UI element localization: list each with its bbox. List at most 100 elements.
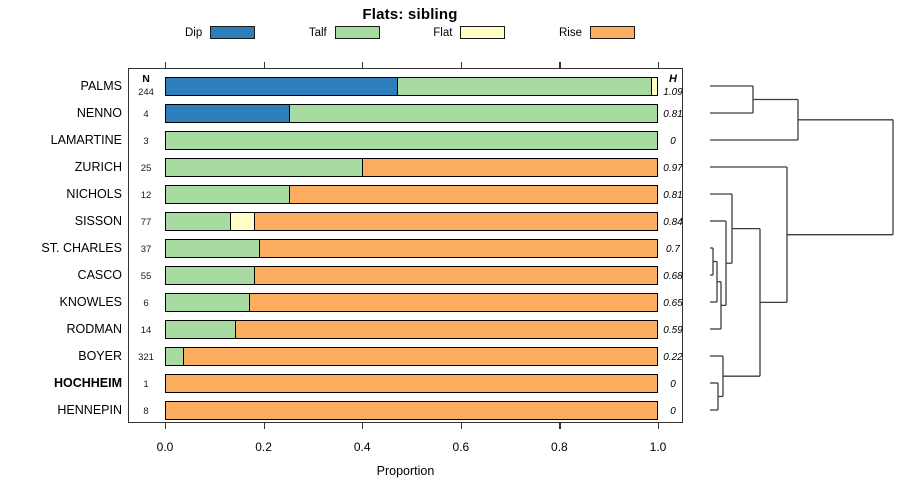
row-label: BOYER (78, 349, 122, 363)
row-n-value: 14 (140, 325, 152, 336)
bar-segment-talf (166, 158, 363, 176)
row-label: HOCHHEIM (53, 376, 122, 390)
row-n-value: 77 (140, 217, 152, 228)
chart-title: Flats: sibling (362, 6, 458, 23)
row-h-value: 0.81 (663, 190, 683, 201)
x-axis-tick-label: 0.0 (156, 440, 174, 454)
row-label: LAMARTINE (50, 133, 122, 147)
bar-segment-talf (166, 347, 184, 365)
bar-segment-talf (166, 320, 235, 338)
legend-entry: Flat (433, 26, 506, 39)
bar-segment-talf (166, 293, 250, 311)
legend-entry: Talf (309, 26, 380, 39)
x-axis-tick (559, 423, 561, 429)
bar-segment-rise (166, 401, 657, 419)
row-label: ZURICH (74, 160, 122, 174)
bar-segment-talf (288, 104, 657, 122)
row-label: NICHOLS (66, 187, 122, 201)
row-n-value: 37 (140, 244, 152, 255)
x-axis-tick-top (658, 62, 660, 68)
row-label: NENNO (76, 106, 122, 120)
legend: Dip Talf Flat Rise (185, 26, 635, 39)
bar-segment-rise (254, 212, 657, 230)
stacked-bar (165, 400, 658, 420)
row-label: ST. CHARLES (41, 241, 122, 255)
bar-segment-flat (650, 77, 657, 95)
x-axis-tick-label: 0.2 (255, 440, 272, 454)
row-h-value: 1.09 (663, 87, 683, 98)
stacked-bar (165, 373, 658, 393)
h-column-header: H (669, 73, 677, 85)
legend-swatch (334, 26, 380, 39)
stacked-bar (165, 76, 658, 96)
row-label: HENNEPIN (57, 403, 122, 417)
row-n-value: 4 (143, 109, 149, 120)
x-axis-tick (658, 423, 660, 429)
row-n-value: 321 (138, 352, 154, 363)
row-label: PALMS (80, 79, 122, 93)
bar-segment-rise (254, 266, 657, 284)
row-n-value: 55 (140, 271, 152, 282)
x-axis-title: Proportion (376, 464, 435, 478)
bar-segment-talf (166, 239, 260, 257)
x-axis-tick-label: 0.6 (452, 440, 470, 454)
stacked-bar (165, 157, 658, 177)
stacked-bar (165, 238, 658, 258)
stacked-bar (165, 292, 658, 312)
row-h-value: 0.68 (663, 271, 683, 282)
legend-swatch (590, 26, 635, 39)
row-n-value: 1 (143, 379, 149, 390)
row-n-value: 244 (138, 87, 154, 98)
x-axis-tick (362, 423, 364, 429)
legend-label: Flat (433, 26, 453, 39)
legend-label: Rise (558, 26, 582, 39)
row-n-value: 6 (143, 298, 149, 309)
bar-segment-talf (166, 212, 230, 230)
bar-segment-rise (362, 158, 657, 176)
x-axis-tick-label: 1.0 (649, 440, 667, 454)
stacked-bar (165, 184, 658, 204)
row-n-value: 12 (140, 190, 152, 201)
bar-segment-rise (183, 347, 657, 365)
row-h-value: 0.97 (663, 163, 683, 174)
stacked-bar (165, 346, 658, 366)
x-axis-tick (460, 423, 462, 429)
bar-segment-rise (249, 293, 657, 311)
row-label: SISSON (74, 214, 122, 228)
bar-segment-flat (229, 212, 255, 230)
stacked-bar (165, 265, 658, 285)
bar-segment-rise (259, 239, 657, 257)
legend-swatch (460, 26, 506, 39)
x-axis-tick-top (362, 62, 364, 68)
row-h-value: 0.84 (663, 217, 683, 228)
row-h-value: 0.65 (663, 298, 683, 309)
stacked-bar (165, 319, 658, 339)
stacked-bar (165, 103, 658, 123)
bar-segment-talf (166, 266, 255, 284)
row-n-value: 3 (143, 136, 149, 147)
x-axis-tick-top (559, 62, 561, 68)
x-axis-tick-top (263, 62, 265, 68)
legend-swatch (210, 26, 256, 39)
legend-label: Dip (185, 26, 203, 39)
row-h-value: 0.22 (663, 352, 683, 363)
bar-segment-rise (166, 374, 657, 392)
n-column-header: N (142, 73, 150, 85)
row-n-value: 25 (140, 163, 152, 174)
stacked-bar (165, 130, 658, 150)
stacked-bar (165, 211, 658, 231)
bar-segment-talf (166, 185, 289, 203)
row-h-value: 0.81 (663, 109, 683, 120)
row-h-value: 0 (670, 379, 676, 390)
x-axis-tick (165, 423, 167, 429)
row-h-value: 0.7 (666, 244, 680, 255)
bar-segment-talf (166, 131, 657, 149)
x-axis-tick-label: 0.4 (353, 440, 371, 454)
legend-entry: Rise (559, 26, 635, 39)
row-h-value: 0 (670, 136, 676, 147)
row-label: KNOWLES (59, 295, 122, 309)
x-axis-tick-label: 0.8 (551, 440, 568, 454)
x-axis-tick-top (460, 62, 462, 68)
bar-segment-rise (234, 320, 657, 338)
